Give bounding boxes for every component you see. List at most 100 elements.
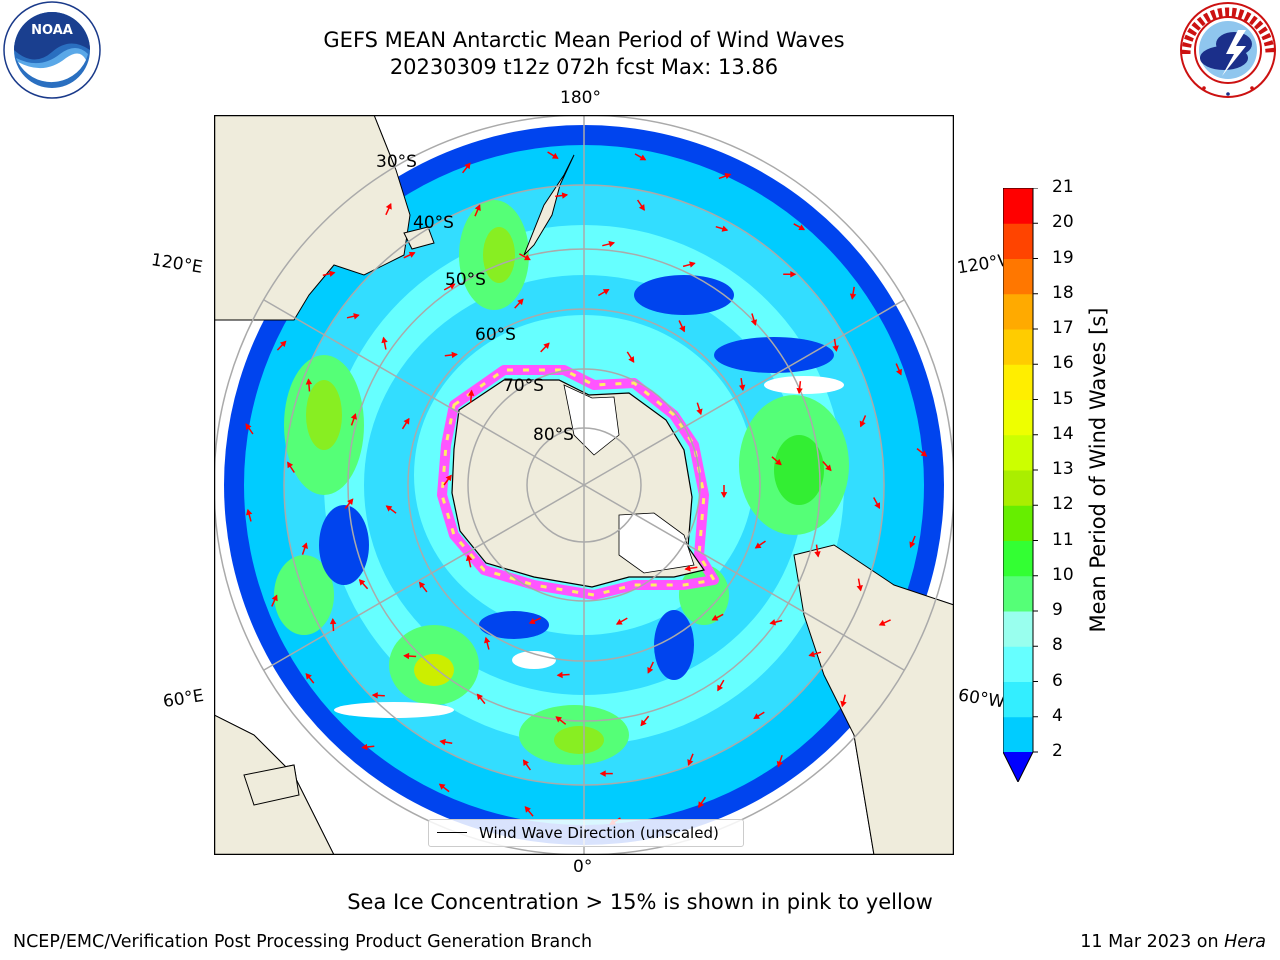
wind-arrow-head — [696, 408, 703, 416]
colorbar-extend — [1003, 752, 1033, 782]
wind-arrow-head — [753, 713, 760, 720]
wind-arrow-head — [615, 618, 623, 625]
colorbar-segment — [1003, 575, 1033, 612]
colorbar-tick-label: 6 — [1052, 670, 1063, 691]
colorbar-segment — [1003, 681, 1033, 718]
wind-arrow-head — [279, 340, 287, 348]
colorbar-segment — [1003, 611, 1033, 647]
wind-arrow-head — [476, 693, 483, 701]
wind-arrow-head — [561, 192, 569, 199]
wind-arrow-head — [775, 458, 782, 466]
wind-arrow-head — [350, 413, 357, 420]
wind-arrow-head — [698, 801, 705, 809]
wind-arrow-head — [556, 671, 563, 679]
lat-label-40s: 40°S — [413, 213, 454, 233]
wind-arrow-head — [721, 225, 729, 232]
sea-ice-note: Sea Ice Concentration > 15% is shown in … — [347, 890, 933, 914]
colorbar-tick-label: 17 — [1052, 318, 1074, 338]
colorbar-tick-label: 4 — [1052, 705, 1063, 726]
wind-arrow-head — [287, 461, 294, 469]
wind-arrow-head — [464, 162, 471, 170]
wind-arrow-head — [640, 719, 647, 727]
wind-arrow-head — [328, 270, 336, 277]
wind-arrow-head — [790, 271, 797, 278]
wind-arrow-head — [246, 508, 253, 516]
wind-arrow-head — [528, 618, 536, 625]
wind-arrow-head — [385, 202, 392, 210]
wind-arrow-head — [647, 666, 654, 674]
wind-arrow-head — [687, 759, 694, 766]
wind-arrow-head — [920, 450, 928, 457]
wind-arrow-head — [711, 614, 719, 621]
noaa-logo: NOAA — [3, 1, 101, 99]
wind-arrow-head — [814, 551, 821, 558]
wind-arrow-head — [524, 806, 531, 813]
wind-arrow-head — [602, 288, 610, 295]
wind-arrow-head — [439, 738, 446, 746]
wind-arrow-head — [451, 351, 458, 359]
colorbar-tick-label: 15 — [1052, 388, 1074, 409]
wind-arrow-head — [599, 770, 606, 777]
colorbar-segment — [1003, 470, 1033, 506]
colorbar-tick-label: 19 — [1052, 247, 1074, 268]
lat-label-60s: 60°S — [475, 325, 516, 345]
wind-arrow-head — [524, 254, 531, 261]
ross-ice-shelf — [563, 384, 620, 456]
wind-arrow-head — [639, 154, 647, 161]
wind-arrow-head — [301, 542, 308, 549]
wind-arrow-head — [717, 684, 723, 692]
colorbar-tick-label: 20 — [1052, 212, 1074, 233]
wind-arrow-head — [522, 759, 529, 766]
footer-date: 11 Mar 2023 on Hera — [1080, 932, 1266, 952]
wind-arrows — [245, 151, 928, 825]
wind-arrow-head — [896, 368, 902, 376]
wind-arrow-head — [484, 636, 491, 644]
wind-arrow-head — [555, 716, 563, 723]
legend-label: Wind Wave Direction (unscaled) — [479, 824, 719, 842]
wind-arrow-head — [329, 618, 337, 625]
wind-arrow-head — [720, 492, 728, 499]
colorbar-label: Mean Period of Wind Waves [s] — [1086, 307, 1110, 633]
colorbar-segment — [1003, 540, 1033, 577]
colorbar-segment — [1003, 223, 1033, 259]
wind-arrow-head — [418, 581, 426, 589]
wind-arrow-head — [403, 652, 410, 660]
colorbar-segment — [1003, 716, 1033, 753]
colorbar-tick-label: 9 — [1052, 600, 1063, 620]
lon-label-60e: 60°E — [161, 685, 206, 713]
wind-arrow-head — [808, 651, 816, 658]
wind-arrow-head — [840, 700, 847, 708]
wind-arrow-head — [754, 542, 762, 549]
wind-arrow-head — [684, 565, 691, 572]
wind-arrow-head — [608, 240, 616, 248]
wind-arrow-head — [679, 325, 686, 333]
wind-arrow-head — [385, 505, 393, 512]
colorbar-segment — [1003, 505, 1033, 541]
colorbar-tick-label: 18 — [1052, 282, 1074, 303]
lon-label-60w: 60°W — [956, 685, 1007, 713]
wind-arrow-head — [465, 554, 473, 562]
lat-label-50s: 50°S — [445, 270, 486, 290]
wind-arrow-head — [361, 743, 368, 751]
wind-arrow-head — [769, 619, 776, 626]
wind-arrow-head — [859, 420, 866, 428]
colorbar-tick-label: 14 — [1052, 423, 1074, 444]
wind-arrow-head — [245, 423, 252, 430]
lon-label-180: 180° — [560, 88, 601, 108]
colorbar-tick-label: 13 — [1052, 459, 1074, 479]
wind-arrow-head — [798, 224, 806, 231]
wind-arrow-head — [371, 692, 378, 699]
lon-label-120e: 120°E — [149, 250, 204, 278]
legend-line-swatch — [437, 832, 467, 833]
wind-arrow-head — [825, 464, 832, 472]
colorbar — [1003, 188, 1038, 782]
wind-arrow-head — [750, 319, 758, 326]
weddell-ice-shelf — [618, 512, 695, 574]
colorbar-segment — [1003, 646, 1033, 682]
wind-arrow-head — [347, 498, 354, 506]
wind-arrow-head — [878, 619, 886, 626]
wind-arrow-head — [517, 298, 524, 306]
colorbar-segment — [1003, 293, 1033, 330]
wind-arrow-head — [445, 474, 452, 482]
colorbar-segment — [1003, 434, 1033, 471]
